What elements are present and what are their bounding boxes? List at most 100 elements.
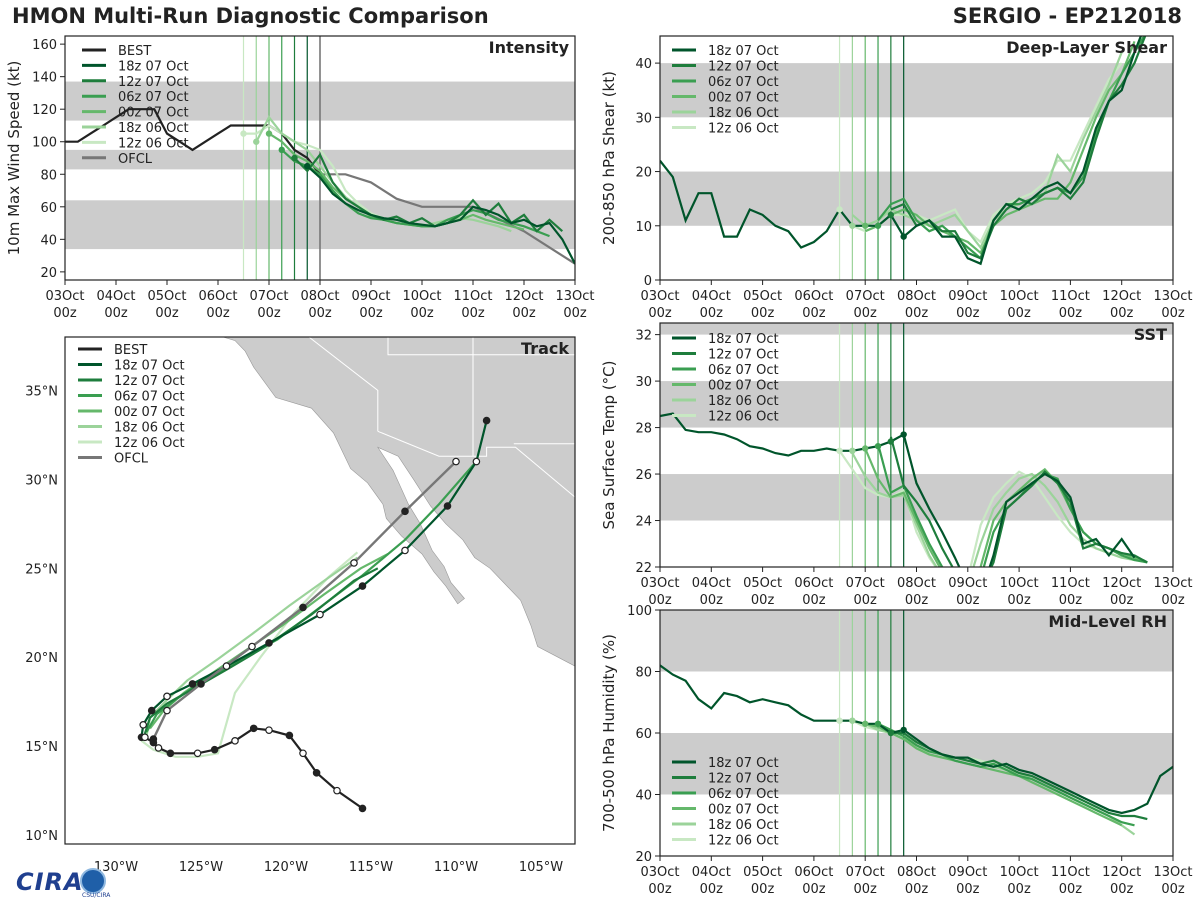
- sst-xtick-label-hour: 00z: [956, 593, 980, 608]
- track-best-line: [144, 727, 364, 810]
- sst-series-0: [902, 434, 1136, 567]
- track-series-5: [140, 551, 359, 758]
- rh-init-dot-0: [900, 726, 907, 734]
- sst-xtick-label-hour: 00z: [1161, 593, 1185, 608]
- sst-xtick-label-hour: 00z: [648, 593, 672, 608]
- intensity-legend-label: 12z 06 Oct: [118, 136, 189, 151]
- track-panel: 130°W 125°W 120°W 115°W 110°W 105°W 10°N 15°N 20…: [25, 336, 576, 875]
- rh-xtick-label-day: 06Oct: [794, 865, 833, 880]
- shear-ytick-label: 30: [635, 111, 652, 126]
- rh-legend-label: 18z 06 Oct: [708, 818, 779, 833]
- track-best-point: [154, 744, 163, 752]
- land-mass: [210, 337, 575, 667]
- intensity-series-start-5: [240, 130, 247, 137]
- shear-plot-area: [660, 36, 1173, 280]
- shear-ytick-label: 0: [644, 274, 652, 289]
- intensity-ytick-label: 140: [32, 71, 57, 86]
- track-forecast-point: [358, 582, 367, 590]
- track-forecast-point: [163, 692, 171, 701]
- intensity-ylabel: 10m Max Wind Speed (kt): [5, 61, 23, 256]
- sst-xtick-label-hour: 00z: [1007, 593, 1031, 608]
- track-ytick-label: 30°N: [25, 473, 58, 488]
- track-forecast-point: [147, 706, 156, 715]
- rh-init-dot-5: [836, 717, 843, 724]
- shear-init-dot-5: [836, 206, 843, 213]
- track-ofcl-point: [299, 603, 307, 612]
- shear-ylabel: 200-850 hPa Shear (kt): [600, 71, 618, 245]
- track-best-point: [249, 724, 258, 733]
- shear-series-3: [864, 40, 1136, 255]
- track-best-point: [265, 726, 273, 734]
- rh-ytick-label: 60: [635, 727, 652, 742]
- intensity-series-1: [293, 152, 564, 233]
- intensity-xtick-label-day: 12Oct: [504, 289, 543, 304]
- rh-init-dot-4: [849, 717, 856, 724]
- shear-init-dot-0: [900, 233, 907, 240]
- sst-panel: 22 24 26 28 30 32 03Oct 00z 04Oct 00z 05Oct 00z 06Oc…: [600, 322, 1193, 608]
- track-forecast-point: [401, 546, 409, 555]
- cira-logo-text: CIRA: [16, 868, 84, 896]
- shear-xtick-label-hour: 00z: [905, 306, 929, 321]
- intensity-series-start-4: [253, 138, 260, 145]
- intensity-ytick-label: 20: [40, 266, 57, 281]
- rh-xtick-label-day: 13Oct: [1153, 865, 1192, 880]
- track-xtick-label: 115°W: [349, 860, 393, 875]
- sst-xtick-label-hour: 00z: [700, 593, 724, 608]
- rh-xtick-label-hour: 00z: [751, 882, 775, 897]
- sst-xtick-label-day: 11Oct: [1051, 576, 1090, 591]
- intensity-xtick-label-hour: 00z: [308, 306, 332, 321]
- track-legend-label: BEST: [114, 343, 147, 358]
- intensity-panel: 20 40 60 80 100 120 140 160 03Oct 00z 04Oct 00z 05Oc…: [5, 35, 595, 321]
- sst-ytick-label: 32: [635, 329, 652, 344]
- track-forecast-point: [443, 502, 452, 510]
- intensity-series-0: [306, 165, 575, 265]
- shear-legend-label: 18z 06 Oct: [708, 106, 779, 121]
- shear-xtick-label-hour: 00z: [1161, 306, 1185, 321]
- rh-xtick-label-hour: 00z: [854, 882, 878, 897]
- track-series-1: [143, 567, 379, 735]
- intensity-xtick-label-day: 13Oct: [555, 289, 594, 304]
- rh-series-3: [864, 722, 1123, 827]
- shear-xtick-label-day: 10Oct: [1000, 289, 1039, 304]
- shear-xtick-label-hour: 00z: [751, 306, 775, 321]
- track-best-point: [285, 731, 294, 740]
- track-legend-label: 18z 06 Oct: [114, 421, 185, 436]
- intensity-legend-label: OFCL: [118, 152, 153, 167]
- track-forecast-point: [472, 457, 481, 466]
- sst-xtick-label-day: 10Oct: [1000, 576, 1039, 591]
- track-series-2: [145, 462, 476, 733]
- state-border: [285, 337, 379, 432]
- track-xtick-label: 125°W: [179, 860, 223, 875]
- sst-legend-label: 12z 07 Oct: [708, 348, 779, 363]
- track-forecast-point: [188, 680, 197, 688]
- rh-xtick-label-hour: 00z: [905, 882, 929, 897]
- shear-title: Deep-Layer Shear: [1006, 38, 1167, 57]
- intensity-ytick-label: 40: [40, 233, 57, 248]
- shear-xtick-label-day: 13Oct: [1153, 289, 1192, 304]
- track-best-point: [312, 769, 321, 777]
- figure-title-left: HMON Multi-Run Diagnostic Comparison: [12, 4, 489, 28]
- shear-xtick-label-day: 09Oct: [948, 289, 987, 304]
- rh-xtick-label-hour: 00z: [1059, 882, 1083, 897]
- sst-init-dot-5: [836, 447, 843, 455]
- track-forecast-point: [265, 639, 273, 647]
- track-ytick-label: 15°N: [25, 740, 58, 755]
- rh-ytick-label: 20: [635, 850, 652, 865]
- sst-init-dot-4: [849, 447, 856, 455]
- shear-legend-label: 06z 07 Oct: [708, 75, 779, 90]
- intensity-series-start-0: [304, 162, 311, 170]
- shear-xtick-label-hour: 00z: [1110, 306, 1134, 321]
- intensity-ytick-label: 120: [32, 103, 57, 118]
- shear-xtick-label-day: 04Oct: [692, 289, 731, 304]
- sst-ytick-label: 24: [635, 515, 652, 530]
- intensity-legend-label: 00z 07 Oct: [118, 106, 189, 121]
- intensity-ytick-label: 60: [40, 201, 57, 216]
- sst-init-dot-0: [900, 431, 907, 438]
- shear-ytick-label: 20: [635, 166, 652, 181]
- track-ofcl-point: [163, 706, 171, 715]
- intensity-series-start-3: [265, 130, 273, 137]
- rh-init-dot-2: [874, 720, 882, 727]
- track-ytick-label: 35°N: [25, 384, 58, 399]
- intensity-xtick-label-day: 05Oct: [147, 289, 186, 304]
- rh-series-0: [903, 729, 1173, 815]
